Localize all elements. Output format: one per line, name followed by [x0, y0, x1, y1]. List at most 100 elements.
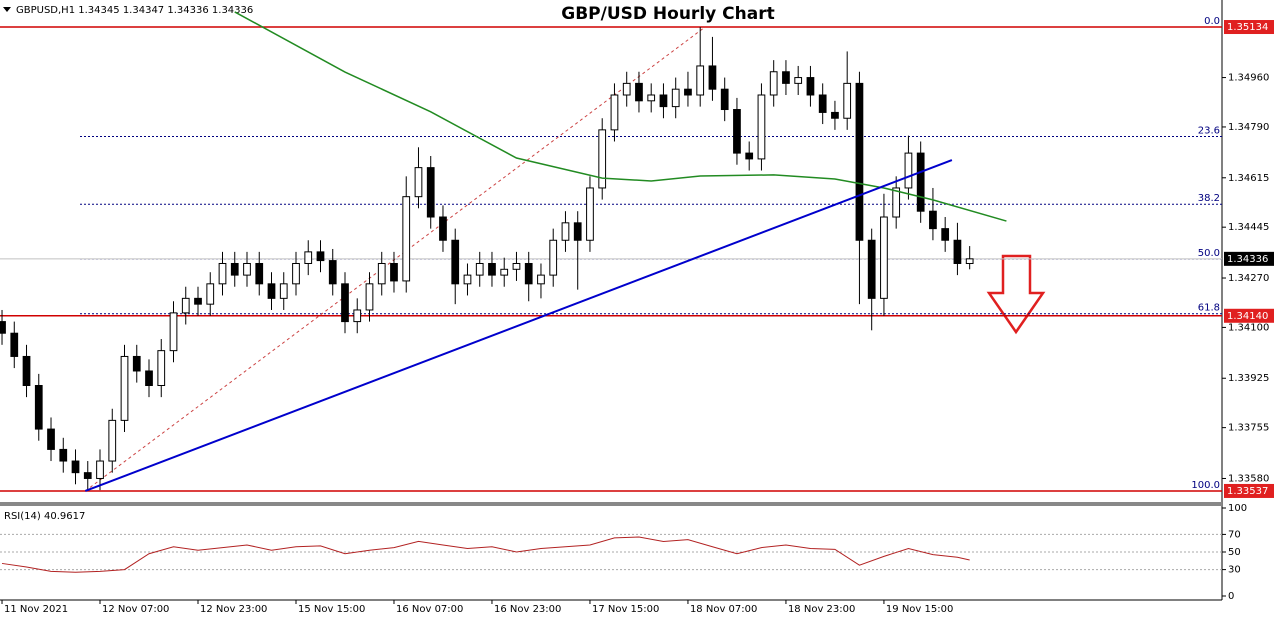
candle-body: [120, 355, 129, 421]
candle-body: [757, 94, 766, 160]
y-tick-label: 1.34790: [1228, 122, 1269, 133]
rsi-tick-label: 50: [1228, 547, 1241, 558]
y-tick-label: 1.34960: [1228, 73, 1269, 84]
candle-body: [218, 262, 227, 285]
candle-body: [83, 472, 92, 479]
y-tick-label: 1.34615: [1228, 173, 1269, 184]
candle-body: [696, 65, 705, 96]
candle-body: [439, 216, 447, 241]
candle-body: [402, 196, 411, 282]
candle-body: [720, 88, 729, 111]
candle-body: [353, 309, 362, 323]
candle-body: [292, 262, 300, 285]
candle-body: [145, 370, 153, 387]
candle-body: [708, 65, 717, 90]
candle-body: [831, 111, 839, 119]
down-arrow: [986, 254, 1046, 335]
current-price-box: [1224, 251, 1274, 266]
candle-body: [733, 109, 741, 154]
x-tick-label: 12 Nov 07:00: [102, 604, 169, 615]
header-high: 1.34347: [123, 5, 164, 16]
header-open: 1.34345: [78, 5, 119, 16]
candle-body: [610, 94, 619, 131]
candle-body: [647, 94, 656, 102]
key-level-box: [1224, 483, 1274, 498]
rsi-label: RSI(14) 40.9617: [4, 511, 85, 522]
y-tick-label: 1.33755: [1228, 423, 1269, 434]
candle-body: [916, 152, 925, 212]
fib-label: 0.0: [1204, 16, 1220, 27]
candle-body: [818, 94, 827, 113]
candle-body: [659, 94, 668, 108]
candle-body: [304, 251, 313, 264]
candle-body: [157, 350, 166, 387]
rsi-line: [1, 536, 970, 573]
candle-body: [96, 460, 104, 479]
candle-body: [206, 283, 215, 305]
candle-body: [561, 222, 570, 241]
candle-body: [426, 167, 435, 218]
y-tick-label: 1.33925: [1228, 373, 1269, 384]
y-tick-label: 1.34270: [1228, 273, 1269, 284]
candle-body: [671, 88, 680, 108]
x-tick-label: 15 Nov 15:00: [298, 604, 365, 615]
candle-body: [929, 210, 937, 230]
x-tick-label: 12 Nov 23:00: [200, 604, 267, 615]
candle-body: [524, 262, 533, 285]
candle-body: [941, 228, 950, 241]
candle-body: [965, 258, 974, 264]
candle-body: [782, 71, 790, 84]
candle-body: [488, 262, 496, 276]
rsi-value: 40.9617: [44, 511, 85, 522]
y-tick-label: 1.34100: [1228, 322, 1269, 333]
candle-body: [904, 152, 913, 189]
candle-body: [230, 262, 239, 276]
candle-body: [806, 77, 815, 96]
trendline: [84, 159, 953, 492]
candle-body: [414, 167, 423, 198]
fib-label: 23.6: [1198, 126, 1220, 137]
candle-body: [377, 262, 386, 285]
candle-body: [586, 187, 594, 241]
chart-title: GBP/USD Hourly Chart: [561, 4, 774, 24]
candle-body: [194, 297, 202, 305]
candle-body: [598, 129, 607, 189]
candle-body: [953, 239, 962, 264]
candle-body: [475, 262, 484, 276]
fib-label: 61.8: [1198, 303, 1220, 314]
fib-label: 100.0: [1191, 480, 1220, 491]
candle-body: [267, 283, 276, 299]
candle-body: [537, 274, 545, 285]
candle-body: [34, 385, 43, 430]
menu-icon: [3, 7, 11, 12]
candle-body: [47, 428, 55, 450]
key-level-box: [1224, 20, 1274, 35]
candle-body: [365, 283, 374, 311]
rsi-tick-label: 0: [1228, 591, 1234, 602]
candle-body: [635, 82, 643, 102]
candle-body: [10, 332, 19, 357]
panel-separator: [0, 502, 1222, 506]
key-level-label: 1.34140: [1227, 311, 1268, 322]
candle-body: [59, 448, 68, 462]
candle-body: [243, 262, 251, 276]
x-tick-label: 18 Nov 23:00: [788, 604, 855, 615]
candle-body: [843, 82, 852, 119]
y-tick-label: 1.34445: [1228, 222, 1269, 233]
candle-body: [0, 321, 6, 334]
candle-body: [855, 82, 864, 241]
header-low: 1.34336: [167, 5, 208, 16]
key-level-label: 1.35134: [1227, 22, 1268, 33]
x-tick-label: 18 Nov 07:00: [690, 604, 757, 615]
x-tick-label: 16 Nov 07:00: [396, 604, 463, 615]
candle-body: [867, 239, 876, 299]
candle-body: [108, 419, 117, 462]
candle-body: [794, 77, 803, 84]
rsi-tick-label: 30: [1228, 565, 1241, 576]
candle-body: [451, 239, 460, 285]
candle-body: [341, 283, 349, 323]
x-tick-label: 11 Nov 2021: [4, 604, 68, 615]
candle-body: [512, 262, 521, 270]
